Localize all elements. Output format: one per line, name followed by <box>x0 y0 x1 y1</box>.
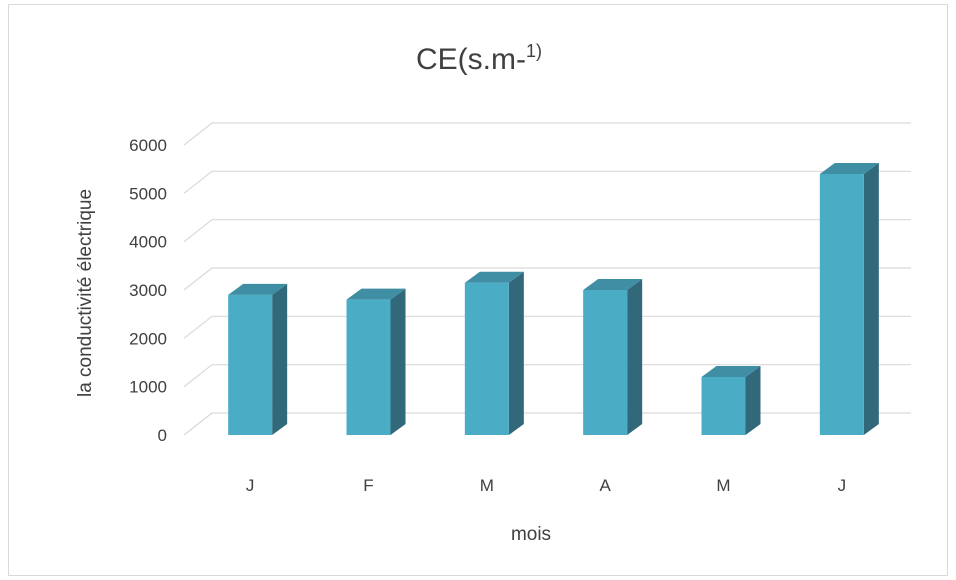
x-axis-title: mois <box>511 524 551 545</box>
gridline <box>184 220 911 242</box>
y-tick-label: 1000 <box>129 378 167 397</box>
bar-front <box>583 290 627 435</box>
bar-front <box>347 300 391 435</box>
gridlines <box>184 123 911 435</box>
bar-side <box>272 284 287 435</box>
chart-svg: 0 1000 2000 3000 4000 5000 6000 J F M A M J CE(s.m-… <box>9 5 949 577</box>
bar <box>820 163 879 435</box>
gridline <box>184 316 911 338</box>
bar-side <box>627 279 642 435</box>
y-tick-label: 0 <box>158 426 167 445</box>
y-tick-label: 2000 <box>129 329 167 348</box>
chart-title: CE(s.m-1) <box>416 41 542 76</box>
bar-front <box>702 377 746 435</box>
y-tick-label: 3000 <box>129 281 167 300</box>
chart-frame: 0 1000 2000 3000 4000 5000 6000 J F M A M J CE(s.m-… <box>8 4 948 576</box>
bar <box>347 289 406 435</box>
gridline <box>184 268 911 290</box>
bar <box>702 366 761 435</box>
x-tick-label: F <box>363 476 373 495</box>
y-tick-labels: 0 1000 2000 3000 4000 5000 6000 <box>129 136 167 445</box>
chart-title-superscript: 1) <box>526 41 542 61</box>
y-axis-title: la conductivité électrique <box>75 189 96 397</box>
gridline <box>184 123 911 145</box>
bar-front <box>228 295 272 435</box>
bar <box>583 279 642 435</box>
gridline <box>184 365 911 387</box>
bar-side <box>391 289 406 435</box>
bar <box>228 284 287 435</box>
x-tick-label: J <box>246 476 255 495</box>
y-tick-label: 5000 <box>129 184 167 203</box>
x-tick-label: M <box>716 476 730 495</box>
bar-front <box>465 283 509 435</box>
bars <box>228 163 879 435</box>
bar-side <box>864 163 879 435</box>
x-tick-label: M <box>480 476 494 495</box>
bar-side <box>509 272 524 435</box>
gridline <box>184 413 911 435</box>
y-tick-label: 4000 <box>129 233 167 252</box>
bar-side <box>746 366 761 435</box>
bar-front <box>820 174 864 435</box>
y-tick-label: 6000 <box>129 136 167 155</box>
x-tick-label: J <box>838 476 847 495</box>
x-tick-label: A <box>599 476 611 495</box>
bar <box>465 272 524 435</box>
gridline <box>184 171 911 193</box>
